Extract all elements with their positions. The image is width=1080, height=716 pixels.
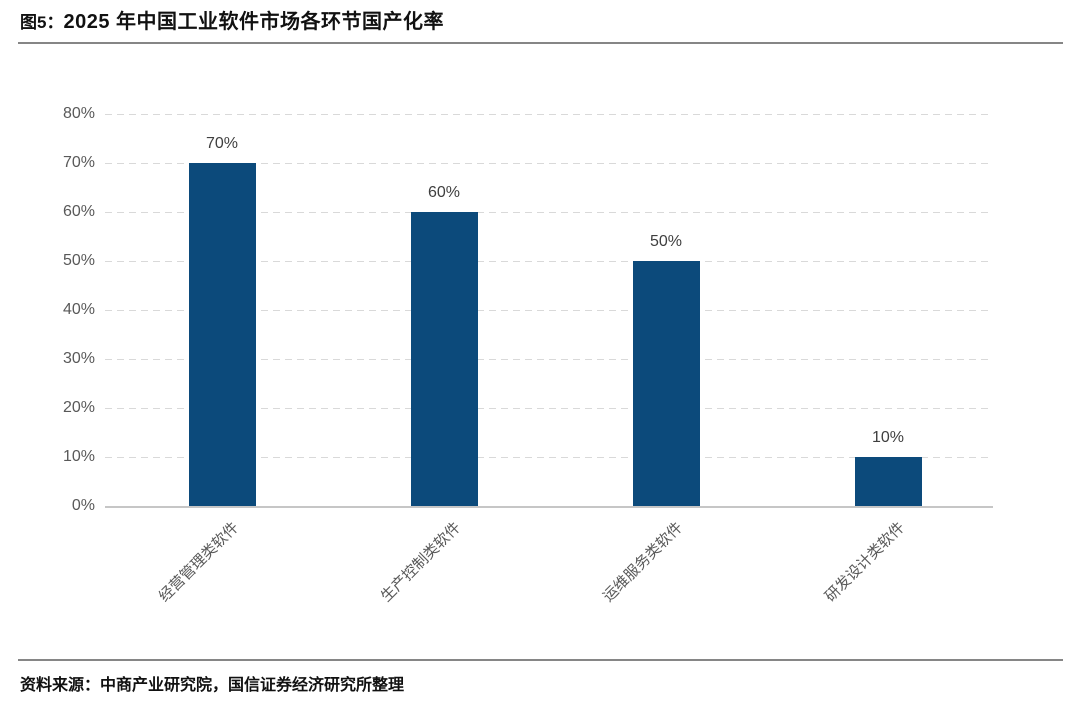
bar-value-label: 50%: [649, 233, 683, 250]
footer-divider: [18, 659, 1063, 661]
bar-value-label: 60%: [427, 184, 461, 201]
figure-header: 图5：2025 年中国工业软件市场各环节国产化率: [20, 9, 444, 37]
x-axis-line: [105, 506, 993, 508]
x-category-label: 经营管理类软件: [155, 519, 243, 606]
y-tick-label: 60%: [62, 203, 95, 220]
gridline: [105, 261, 993, 262]
figure-number-label: 图5：: [20, 13, 64, 32]
figure-title: 2025 年中国工业软件市场各环节国产化率: [63, 11, 445, 33]
bar-value-label: 10%: [871, 429, 905, 446]
bar: [854, 457, 922, 506]
header-divider: [18, 42, 1063, 44]
y-tick-label: 50%: [62, 252, 95, 269]
gridline: [105, 212, 993, 213]
y-tick-label: 40%: [62, 301, 95, 318]
bar: [410, 212, 478, 506]
gridline: [105, 114, 993, 115]
bar-value-label: 70%: [205, 135, 239, 152]
x-category-label: 研发设计类软件: [821, 519, 909, 606]
y-tick-label: 20%: [62, 399, 95, 416]
y-tick-label: 80%: [62, 105, 95, 122]
y-tick-label: 0%: [71, 497, 95, 514]
bar: [632, 261, 700, 506]
y-tick-label: 10%: [62, 448, 95, 465]
y-tick-label: 30%: [62, 350, 95, 367]
bar: [188, 163, 256, 506]
bar-chart: 0% 10% 20% 30% 40% 50% 60% 70% 80% 70% 经营管理类软件 60% 生…: [62, 105, 993, 606]
x-category-label: 运维服务类软件: [599, 519, 687, 606]
gridline: [105, 408, 993, 409]
gridline: [105, 359, 993, 360]
x-category-label: 生产控制类软件: [377, 519, 465, 606]
source-note: 资料来源：中商产业研究院，国信证券经济研究所整理: [20, 677, 405, 694]
gridline: [105, 457, 993, 458]
y-tick-label: 70%: [62, 154, 95, 171]
gridline: [105, 310, 993, 311]
gridline: [105, 163, 993, 164]
